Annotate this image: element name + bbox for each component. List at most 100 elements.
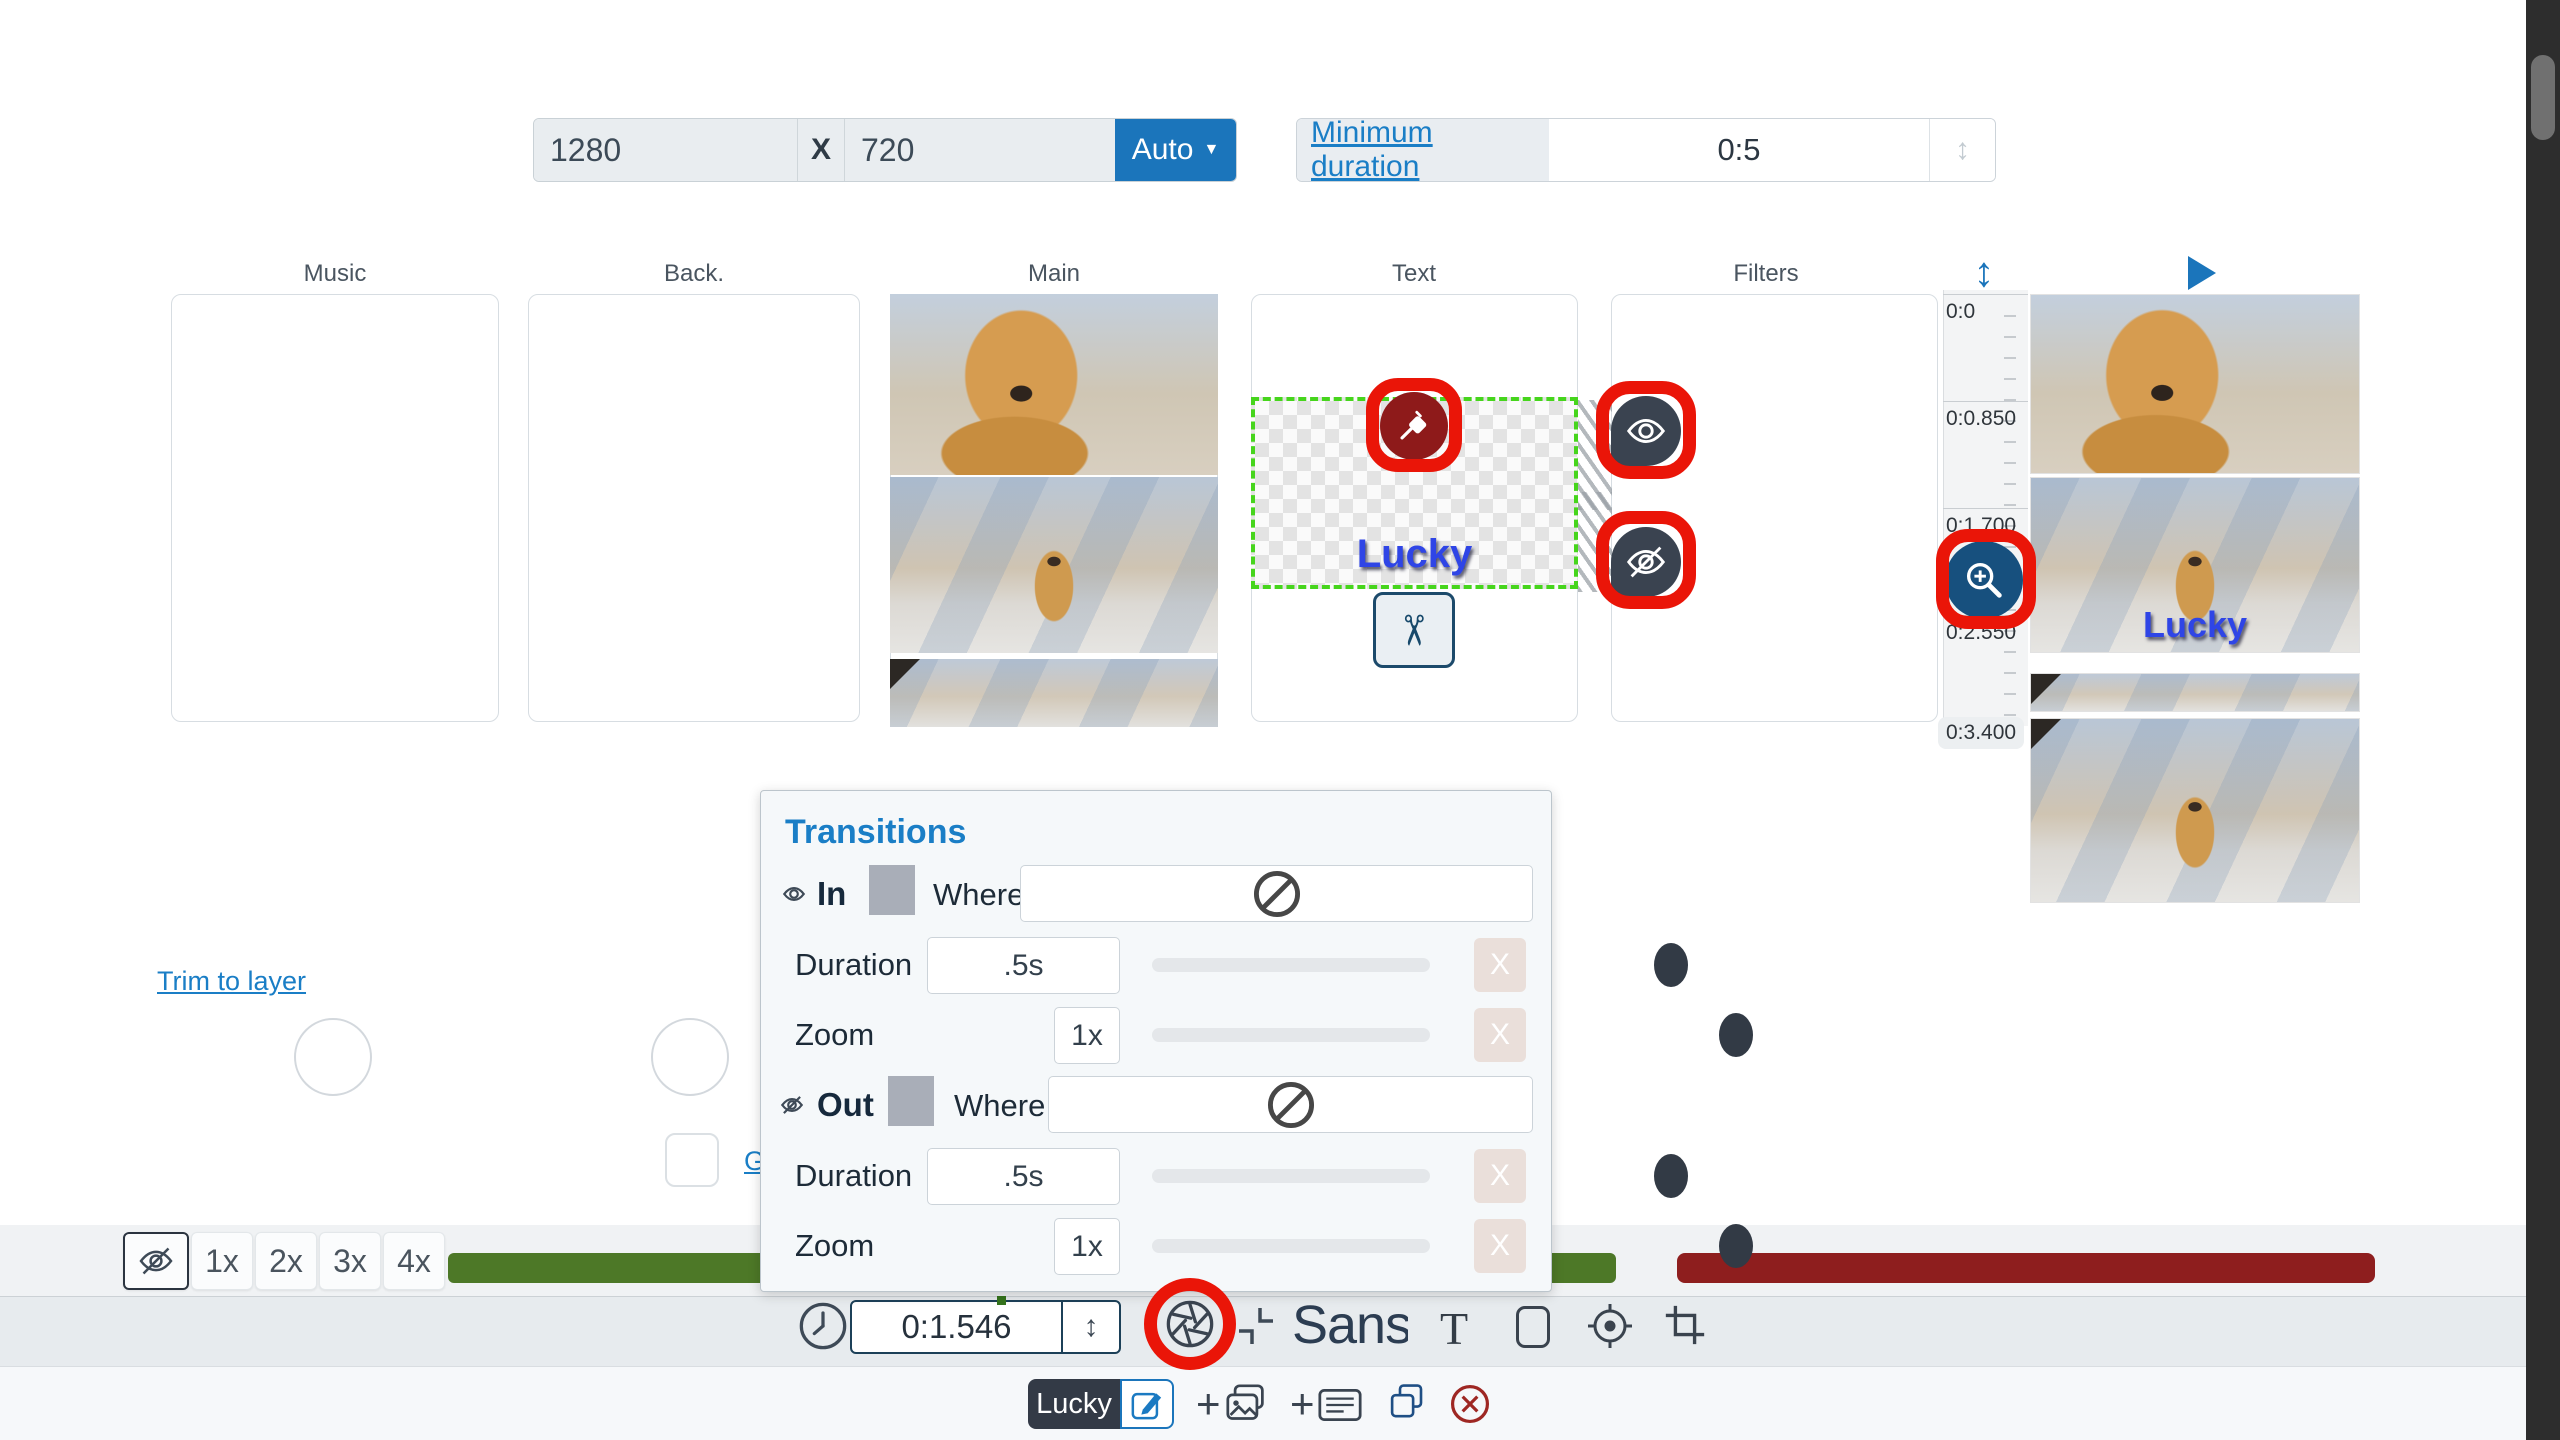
delete-layer-button[interactable] [1448,1382,1492,1426]
zoom-1x-button[interactable]: 1x [191,1232,253,1290]
trim-to-layer-link[interactable]: Trim to layer [157,966,307,996]
footer-band [0,1366,2560,1440]
main-clip-dog-head[interactable] [890,294,1218,475]
zoom-3x-button[interactable]: 3x [319,1232,381,1290]
main-clip-dog-sitting[interactable] [890,477,1218,653]
crop-tool-button[interactable] [1662,1302,1708,1348]
record-circle-right[interactable] [651,1018,729,1096]
preview-visibility-toggle[interactable] [123,1232,189,1290]
scissors-icon: ✂ [1390,612,1438,648]
ruler-minor-ticks [2004,296,2016,722]
in-duration-label: Duration [795,947,913,982]
target-icon [1588,1304,1632,1348]
ruler-tick-label: 0:0.850 [1946,407,2017,430]
add-image-button[interactable] [1224,1384,1268,1424]
auto-size-button[interactable]: Auto ▼ [1115,119,1236,181]
music-track-column[interactable] [171,294,499,722]
ruler-line [1943,294,2028,295]
g-link[interactable]: G [744,1146,766,1176]
clear-in-zoom-button[interactable]: X [1474,1008,1526,1062]
in-zoom-slider[interactable] [1152,1012,1753,1057]
ruler-tick-label: 0:0 [1946,300,1976,323]
minimum-duration-input[interactable]: 0:5 [1549,119,1929,181]
out-zoom-label: Zoom [795,1228,875,1263]
preview-frame-1[interactable] [2030,294,2360,474]
main-clip-room[interactable] [890,659,1218,727]
annotation-eye-off-ring [1596,511,1696,609]
in-duration-input[interactable]: .5s [927,937,1120,994]
in-duration-slider[interactable] [1152,942,1688,987]
width-input[interactable]: 1280 [534,119,798,181]
annotation-zoom-ring [1936,529,2036,629]
edit-layer-button[interactable] [1120,1379,1174,1429]
back-track-column[interactable] [528,294,860,722]
play-button[interactable] [2188,256,2216,290]
magnifier-plus-icon [1966,562,2002,598]
font-family-selector[interactable]: Sans [1292,1295,1408,1355]
ban-icon [1267,1081,1314,1128]
slider-thumb[interactable] [1719,1224,1753,1268]
picture-icon [1226,1384,1264,1420]
red-layer-bar[interactable] [1677,1253,2375,1283]
in-where-input[interactable] [1020,865,1533,922]
pushpin-icon [1400,410,1427,440]
in-color-swatch[interactable] [869,865,915,915]
minimum-duration-stepper[interactable]: ↕ [1929,119,1995,181]
eye-off-icon [139,1247,173,1275]
column-header-text: Text [1391,260,1436,287]
layer-name-button[interactable]: Lucky [1028,1379,1120,1429]
slider-thumb[interactable] [1654,943,1688,987]
duplicate-layer-button[interactable] [1386,1382,1428,1424]
preview-frame-3[interactable] [2030,673,2360,712]
ruler-line [1943,508,2028,509]
timeline-scale-handle[interactable]: ↕ [1962,248,2006,296]
up-down-arrow-icon: ↕ [1973,248,1995,295]
preview-frame-2[interactable]: Lucky [2030,477,2360,653]
annotation-pin-ring [1366,378,1462,472]
split-clip-button[interactable]: ✂ [1373,592,1455,668]
out-where-input[interactable] [1048,1076,1533,1133]
option-checkbox[interactable] [665,1133,719,1187]
add-text-button[interactable] [1318,1388,1362,1422]
filters-track-column[interactable] [1611,294,1938,722]
out-color-swatch[interactable] [888,1076,934,1126]
out-zoom-slider[interactable] [1152,1223,1753,1268]
slider-thumb[interactable] [1719,1013,1753,1057]
slider-track [1152,958,1430,972]
time-stepper[interactable]: ↕ [1061,1300,1121,1354]
position-tool-button[interactable] [1586,1302,1634,1350]
current-time-input[interactable]: 0:1.546 [850,1300,1063,1354]
out-duration-label: Duration [795,1158,913,1193]
slider-track [1152,1028,1430,1042]
out-zoom-input[interactable]: 1x [1054,1218,1120,1275]
ruler-tick-label: 0:3.400 [1938,717,2025,749]
text-clip-caption: Lucky [1356,532,1473,576]
time-marker [997,1296,1006,1305]
column-header-music: Music [303,260,367,287]
height-input[interactable]: 720 [845,119,1115,181]
column-header-filters: Filters [1733,260,1799,287]
out-duration-slider[interactable] [1152,1153,1688,1198]
column-header-back: Back. [663,260,725,287]
chevron-down-icon: ▼ [1203,141,1220,158]
clock-icon [799,1302,847,1350]
page-scrollbar-thumb[interactable] [2531,55,2555,140]
toolbar-band [0,1296,2560,1366]
add-text-plus-label: + [1290,1380,1315,1427]
shape-tool-button[interactable] [1516,1306,1550,1348]
clear-out-duration-button[interactable]: X [1474,1149,1526,1203]
record-circle-left[interactable] [294,1018,372,1096]
clear-out-zoom-button[interactable]: X [1474,1219,1526,1273]
slider-thumb[interactable] [1654,1154,1688,1198]
minimum-duration-link[interactable]: Minimum duration [1297,119,1549,181]
in-zoom-input[interactable]: 1x [1054,1007,1120,1064]
page-scrollbar-track[interactable] [2526,0,2560,1440]
fit-tool-button[interactable] [1232,1302,1280,1350]
clear-in-duration-button[interactable]: X [1474,938,1526,992]
text-tool-button[interactable]: T [1440,1303,1469,1354]
preview-frame-4[interactable] [2030,718,2360,903]
slider-track [1152,1239,1430,1253]
zoom-2x-button[interactable]: 2x [255,1232,317,1290]
zoom-4x-button[interactable]: 4x [383,1232,445,1290]
out-duration-input[interactable]: .5s [927,1148,1120,1205]
